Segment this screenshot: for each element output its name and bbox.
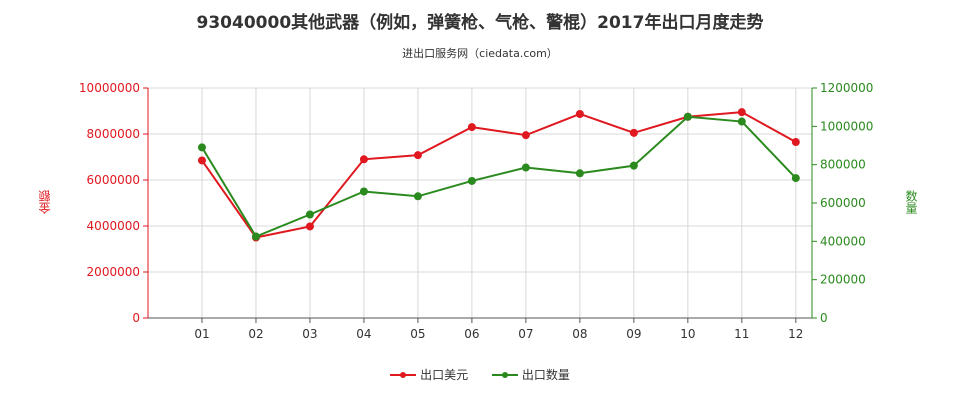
data-point-usd xyxy=(575,109,584,118)
x-tick-label: 07 xyxy=(518,327,533,341)
y-right-tick-label: 1000000 xyxy=(820,119,873,133)
legend-label-qty: 出口数量 xyxy=(521,368,570,382)
y-left-tick-label: 0 xyxy=(132,311,140,325)
data-point-qty xyxy=(575,169,584,178)
data-point-usd xyxy=(305,222,314,231)
data-point-qty xyxy=(197,143,206,152)
y-left-tick-label: 4000000 xyxy=(87,219,140,233)
data-point-qty xyxy=(791,174,800,183)
data-point-usd xyxy=(629,128,638,137)
y-left-tick-label: 2000000 xyxy=(87,265,140,279)
data-point-qty xyxy=(737,117,746,126)
y-right-tick-label: 1200000 xyxy=(820,81,873,95)
data-point-usd xyxy=(791,138,800,147)
legend-swatch-qty xyxy=(491,370,518,380)
data-point-qty xyxy=(467,176,476,185)
legend-item-usd[interactable]: 出口美元 xyxy=(390,366,468,383)
x-tick-label: 01 xyxy=(194,327,209,341)
data-point-usd xyxy=(413,151,422,160)
y-right-tick-label: 200000 xyxy=(820,273,866,287)
data-point-qty xyxy=(683,112,692,121)
x-tick-label: 09 xyxy=(626,327,641,341)
x-tick-label: 11 xyxy=(734,327,749,341)
y-left-tick-label: 6000000 xyxy=(87,173,140,187)
x-tick-label: 02 xyxy=(248,327,263,341)
series-line-usd xyxy=(201,111,797,239)
legend-swatch-usd xyxy=(390,370,417,380)
data-point-usd xyxy=(197,156,206,165)
chart-title: 93040000其他武器（例如，弹簧枪、气枪、警棍）2017年出口月度走势 xyxy=(196,13,764,33)
x-tick-label: 12 xyxy=(788,327,803,341)
data-point-usd xyxy=(737,108,746,117)
legend-item-qty[interactable]: 出口数量 xyxy=(491,366,570,383)
chart-subtitle: 进出口服务网（ciedata.com） xyxy=(402,47,558,60)
data-point-usd xyxy=(521,131,530,140)
x-tick-label: 08 xyxy=(572,327,587,341)
data-point-qty xyxy=(413,192,422,201)
data-point-qty xyxy=(251,232,260,241)
data-point-qty xyxy=(359,187,368,196)
series-line-qty xyxy=(201,115,797,238)
data-point-qty xyxy=(629,161,638,170)
y-right-tick-label: 0 xyxy=(820,311,828,325)
y-axis-right-label: 数量 xyxy=(904,190,918,214)
data-point-qty xyxy=(305,210,314,219)
x-tick-label: 04 xyxy=(356,327,371,341)
x-tick-label: 06 xyxy=(464,327,479,341)
y-left-tick-label: 10000000 xyxy=(79,81,140,95)
data-point-qty xyxy=(521,163,530,172)
y-right-tick-label: 800000 xyxy=(820,158,866,172)
x-tick-label: 10 xyxy=(680,327,695,341)
legend: 出口美元 出口数量 xyxy=(0,366,960,383)
y-right-tick-label: 400000 xyxy=(820,234,866,248)
x-tick-label: 05 xyxy=(410,327,425,341)
y-right-tick-label: 600000 xyxy=(820,196,866,210)
y-left-tick-label: 8000000 xyxy=(87,127,140,141)
data-point-usd xyxy=(359,155,368,164)
legend-label-usd: 出口美元 xyxy=(420,368,469,382)
data-point-usd xyxy=(467,123,476,132)
x-tick-label: 03 xyxy=(302,327,317,341)
